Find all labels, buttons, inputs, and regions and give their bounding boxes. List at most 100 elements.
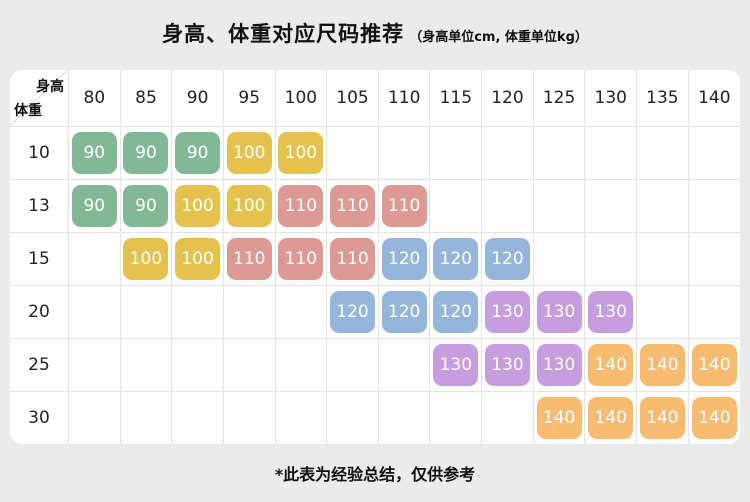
empty-cell	[68, 232, 121, 286]
empty-cell	[326, 391, 379, 444]
size-cell: 90	[68, 126, 121, 180]
weight-row-header: 20	[10, 285, 69, 339]
empty-cell	[429, 179, 483, 233]
size-chip: 140	[639, 343, 685, 386]
empty-cell	[688, 179, 740, 233]
empty-cell	[481, 179, 534, 233]
empty-cell	[120, 338, 173, 392]
height-column-header: 85	[120, 70, 173, 127]
size-chip: 140	[691, 396, 737, 439]
size-chip: 90	[71, 131, 117, 174]
size-table: 身高 体重 80 85 90 95 100 105 110 115 120 125 130 135 140 1…	[10, 70, 740, 444]
empty-cell	[275, 391, 328, 444]
empty-cell	[429, 391, 483, 444]
empty-cell	[171, 391, 224, 444]
size-chip: 140	[536, 396, 582, 439]
chart-unit-note: （身高单位cm, 体重单位kg）	[409, 30, 588, 45]
empty-cell	[223, 338, 276, 392]
weight-row-header: 10	[10, 126, 69, 180]
weight-axis-label: 体重	[14, 102, 42, 119]
size-chip: 140	[639, 396, 685, 439]
empty-cell	[326, 126, 379, 180]
height-column-header: 120	[481, 70, 534, 127]
size-cell: 120	[326, 285, 379, 339]
empty-cell	[275, 338, 328, 392]
size-cell: 110	[275, 232, 328, 286]
size-cell: 120	[378, 232, 431, 286]
empty-cell	[68, 391, 121, 444]
size-chip: 130	[484, 290, 530, 333]
empty-cell	[584, 179, 638, 233]
height-axis-label: 身高	[36, 79, 64, 95]
size-cell: 110	[326, 179, 379, 233]
height-column-header: 90	[171, 70, 224, 127]
size-cell: 140	[584, 338, 638, 392]
height-column-header: 80	[68, 70, 121, 127]
size-chip: 130	[484, 343, 530, 386]
size-chip: 120	[433, 237, 479, 280]
size-cell: 100	[275, 126, 328, 180]
size-chip: 120	[381, 290, 427, 333]
size-chip: 130	[536, 343, 582, 386]
empty-cell	[378, 126, 431, 180]
empty-cell	[68, 285, 121, 339]
height-column-header: 100	[275, 70, 328, 127]
empty-cell	[481, 126, 534, 180]
size-cell: 100	[171, 179, 224, 233]
page-title: 身高、体重对应尺码推荐 （身高单位cm, 体重单位kg）	[0, 18, 750, 48]
size-chart-card: 身高 体重 80 85 90 95 100 105 110 115 120 125 130 135 140 1…	[10, 70, 740, 444]
weight-row-header: 30	[10, 391, 69, 444]
height-column-header: 135	[636, 70, 689, 127]
size-chip: 110	[278, 184, 324, 227]
size-chip: 110	[330, 184, 376, 227]
size-chip: 90	[123, 131, 169, 174]
empty-cell	[275, 285, 328, 339]
empty-cell	[171, 338, 224, 392]
chart-title: 身高、体重对应尺码推荐	[162, 22, 405, 46]
empty-cell	[481, 391, 534, 444]
size-chip: 140	[588, 343, 634, 386]
size-cell: 100	[171, 232, 224, 286]
table-row: 15 100 100 110 110 110 120 120 120	[10, 232, 740, 286]
empty-cell	[223, 285, 276, 339]
empty-cell	[68, 338, 121, 392]
size-cell: 130	[429, 338, 483, 392]
empty-cell	[688, 126, 740, 180]
table-row: 10 90 90 90 100 100	[10, 126, 740, 180]
size-chip: 110	[226, 237, 272, 280]
size-cell: 110	[378, 179, 431, 233]
height-column-header: 110	[378, 70, 431, 127]
size-chip: 100	[226, 184, 272, 227]
size-cell: 130	[481, 338, 534, 392]
corner-header-cell: 身高体重	[10, 70, 69, 127]
empty-cell	[171, 285, 224, 339]
size-chip: 90	[175, 131, 221, 174]
size-chip: 120	[433, 290, 479, 333]
size-cell: 130	[584, 285, 638, 339]
size-cell: 90	[120, 126, 173, 180]
size-cell: 100	[223, 126, 276, 180]
empty-cell	[584, 232, 638, 286]
table-row: 20 120 120 120 130 130 130	[10, 285, 740, 339]
size-chip: 100	[175, 184, 221, 227]
size-cell: 140	[688, 338, 740, 392]
size-cell: 140	[688, 391, 740, 444]
size-cell: 140	[636, 338, 689, 392]
empty-cell	[120, 391, 173, 444]
height-column-header: 105	[326, 70, 379, 127]
size-cell: 110	[326, 232, 379, 286]
size-table-body: 身高 体重 80 85 90 95 100 105 110 115 120 125 130 135 140 1…	[10, 70, 740, 444]
size-cell: 100	[223, 179, 276, 233]
empty-cell	[636, 232, 689, 286]
size-chip: 100	[278, 131, 324, 174]
size-chip: 90	[71, 184, 117, 227]
size-cell: 90	[68, 179, 121, 233]
table-header-row: 身高 体重 80 85 90 95 100 105 110 115 120 125 130 135 140	[10, 70, 740, 127]
size-chip: 120	[330, 290, 376, 333]
size-chip: 100	[226, 131, 272, 174]
height-column-header: 115	[429, 70, 483, 127]
table-row: 25 130 130 130 140 140 140	[10, 338, 740, 392]
height-column-header: 140	[688, 70, 740, 127]
empty-cell	[584, 126, 638, 180]
size-chip: 120	[381, 237, 427, 280]
